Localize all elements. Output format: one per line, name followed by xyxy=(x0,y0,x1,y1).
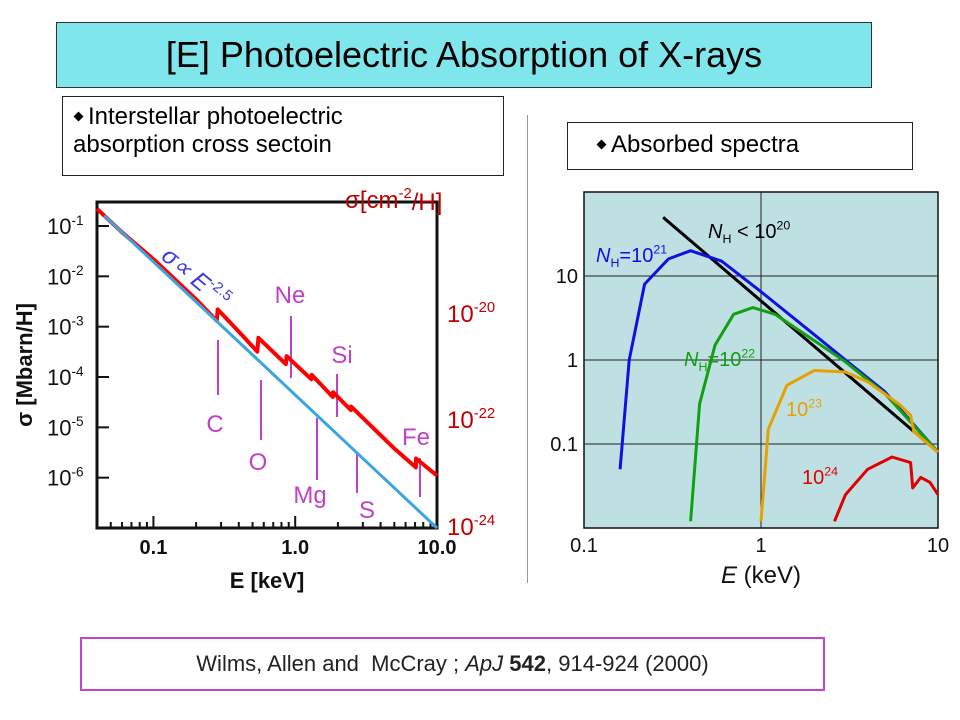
left-bullet-box: Interstellar photoelectric absorption cr… xyxy=(62,96,504,176)
spectrum-label-4: 1023 xyxy=(786,397,822,421)
right-bullet-box: Absorbed spectra xyxy=(567,122,913,170)
left-bullet-text: Interstellar photoelectric absorption cr… xyxy=(73,103,343,159)
x-tick-label: 0.1 xyxy=(570,535,598,557)
right-bullet-label: Absorbed spectra xyxy=(611,131,800,158)
left-bullet-line2: absorption cross sectoin xyxy=(73,131,332,158)
edge-label-o: O xyxy=(249,449,268,476)
right-tick-label: 10-22 xyxy=(447,406,495,434)
citation-pages: , 914-924 (2000) xyxy=(546,651,709,676)
cross-section-chart: 0.1 1.0 10.0 10-1 10-2 10-3 10-4 10-5 10-6 E [keV… xyxy=(12,186,495,593)
column-divider xyxy=(527,115,528,583)
edge-label-c: C xyxy=(206,411,223,438)
spectra-labels: NH < 1020 NH=1021 NH=1022 1023 1024 xyxy=(596,219,838,489)
cross-section-series-2 xyxy=(103,214,439,530)
spectrum-label-1: NH < 1020 xyxy=(708,219,790,246)
citation-volume: 542 xyxy=(509,651,547,676)
left-bullet-line1: Interstellar photoelectric xyxy=(88,103,343,130)
cross-section-axes: 0.1 1.0 10.0 10-1 10-2 10-3 10-4 10-5 10-6 E [keV… xyxy=(12,200,457,593)
spectrum-series-5 xyxy=(833,455,940,522)
edge-label-s: S xyxy=(359,497,375,524)
x-tick-label: 0.1 xyxy=(140,537,168,559)
y-tick-label: 10-1 xyxy=(47,213,84,239)
y-axis-label: σ [Mbarn/H] xyxy=(12,303,37,427)
absorption-edge-markers: CO Ne Mg Si S Fe xyxy=(206,282,430,524)
diamond-bullet-icon xyxy=(73,111,84,122)
absorbed-spectra-chart: 0.1 1 10 10 1 0.1 E (keV) NH < 1020 NH=1021 NH=1… xyxy=(550,191,949,589)
right-bullet-text: Absorbed spectra xyxy=(596,131,799,159)
x-axis-label: E (keV) xyxy=(721,562,801,589)
right-axis-label: σ[cm-2/H] xyxy=(345,186,442,216)
spectra-axes: 0.1 1 10 10 1 0.1 E (keV) xyxy=(550,191,949,589)
edge-label-si: Si xyxy=(331,342,352,369)
spectrum-label-3: NH=1022 xyxy=(684,347,755,374)
y-tick-label: 1 xyxy=(567,350,578,372)
citation-journal: ApJ xyxy=(465,651,504,676)
edge-label-mg: Mg xyxy=(293,482,326,509)
x-axis-label: E [keV] xyxy=(230,568,305,593)
spectra-curves xyxy=(618,216,940,522)
citation-authors: Wilms, Allen and McCray ; xyxy=(196,651,466,676)
right-tick-label: 10-24 xyxy=(447,513,495,541)
y-tick-label: 10-2 xyxy=(47,263,84,289)
y-tick-label: 10 xyxy=(556,266,578,288)
right-tick-label: 10-20 xyxy=(447,300,495,328)
y-tick-label: 10-4 xyxy=(47,364,84,390)
y-tick-label: 10-5 xyxy=(47,414,84,440)
cross-section-curves xyxy=(95,207,439,530)
y-tick-label: 10-6 xyxy=(47,464,84,490)
x-tick-label: 1 xyxy=(755,535,766,557)
title-banner: [E] Photoelectric Absorption of X-rays xyxy=(56,22,872,88)
diamond-bullet-icon xyxy=(596,139,607,150)
cross-section-frame xyxy=(95,200,439,530)
x-tick-label: 10.0 xyxy=(418,537,457,559)
spectrum-label-2: NH=1021 xyxy=(596,243,667,270)
y-tick-label: 0.1 xyxy=(550,434,578,456)
spectrum-label-5: 1024 xyxy=(802,465,838,489)
spectrum-series-3 xyxy=(689,306,940,522)
cross-section-series-1 xyxy=(95,207,439,478)
y-tick-label: 10-3 xyxy=(47,313,84,339)
edge-label-ne: Ne xyxy=(275,282,306,309)
page-title: [E] Photoelectric Absorption of X-rays xyxy=(165,34,763,75)
citation-box: Wilms, Allen and McCray ; ApJ 542, 914-9… xyxy=(80,637,825,691)
edge-label-fe: Fe xyxy=(402,424,430,451)
spectrum-series-4 xyxy=(759,369,939,522)
x-tick-label: 10 xyxy=(927,535,949,557)
x-tick-label: 1.0 xyxy=(281,537,309,559)
